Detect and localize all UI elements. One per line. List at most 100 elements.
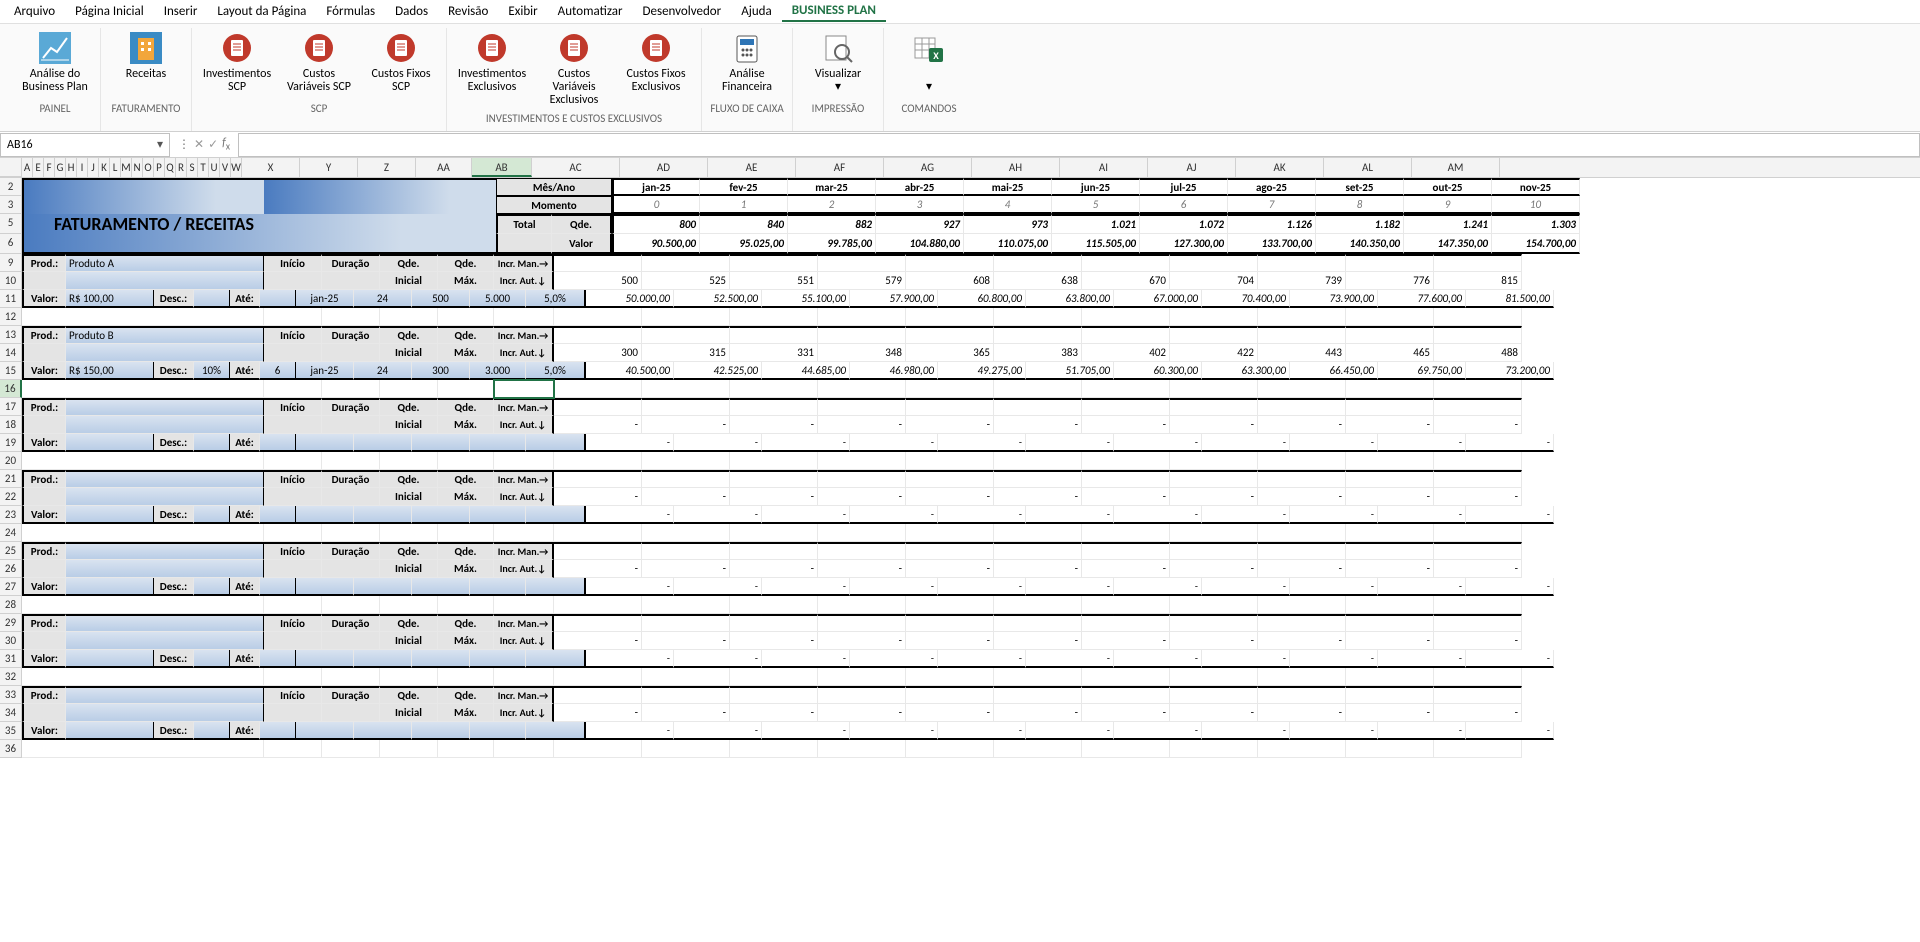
row-header-27[interactable]: 27 [0, 578, 22, 596]
cell-AE[interactable] [730, 740, 818, 758]
qty-cell[interactable]: - [554, 632, 642, 650]
valor-cell[interactable]: - [1202, 722, 1290, 740]
valor-cell[interactable]: - [1466, 434, 1554, 452]
cell-AH[interactable] [994, 686, 1082, 704]
incr-aut-input[interactable] [526, 578, 586, 596]
inicio-input[interactable] [296, 434, 354, 452]
cell-AH[interactable] [994, 308, 1082, 326]
row-header-24[interactable]: 24 [0, 524, 22, 542]
qde-inicial-input[interactable] [412, 650, 470, 668]
cell-AI[interactable] [1082, 740, 1170, 758]
cell-AF[interactable] [818, 452, 906, 470]
cell-AK[interactable] [1258, 686, 1346, 704]
valor-cell[interactable]: - [938, 434, 1026, 452]
cell-AH[interactable] [994, 398, 1082, 416]
valor-cell[interactable]: - [938, 578, 1026, 596]
valor-cell[interactable]: - [938, 650, 1026, 668]
product-name-cont[interactable] [66, 272, 264, 290]
blank[interactable] [22, 524, 264, 542]
col-header-K[interactable]: K [99, 158, 110, 177]
ribbon-btn-análise-financeira[interactable]: Análise Financeira [708, 28, 786, 100]
valor-cell[interactable]: - [1026, 650, 1114, 668]
valor-cell[interactable]: - [1290, 506, 1378, 524]
qty-cell[interactable]: - [994, 560, 1082, 578]
row-header-30[interactable]: 30 [0, 632, 22, 650]
cell-AE[interactable] [730, 542, 818, 560]
row-header-16[interactable]: 16 [0, 380, 22, 398]
cell-AD[interactable] [642, 470, 730, 488]
row-header-2[interactable]: 2 [0, 178, 22, 196]
menu-ajuda[interactable]: Ajuda [731, 2, 782, 21]
valor-cell[interactable]: 63.300,00 [1202, 362, 1290, 380]
row-header-26[interactable]: 26 [0, 560, 22, 578]
row-header-12[interactable]: 12 [0, 308, 22, 326]
product-name-input[interactable]: Produto A [66, 254, 264, 272]
qty-cell[interactable]: - [1258, 416, 1346, 434]
ribbon-btn-custos-fixos-exclusivos[interactable]: Custos Fixos Exclusivos [617, 28, 695, 110]
blank[interactable] [438, 596, 494, 614]
menu-desenvolvedor[interactable]: Desenvolvedor [633, 2, 732, 21]
qty-cell[interactable]: - [1082, 416, 1170, 434]
valor-cell[interactable]: 67.000,00 [1114, 290, 1202, 308]
cell-AK[interactable] [1258, 452, 1346, 470]
qty-cell[interactable]: 776 [1346, 272, 1434, 290]
qty-cell[interactable]: - [818, 560, 906, 578]
cell-AL[interactable] [1346, 470, 1434, 488]
col-header-P[interactable]: P [154, 158, 165, 177]
ribbon-btn-custos-fixos-scp[interactable]: Custos Fixos SCP [362, 28, 440, 100]
cell-AL[interactable] [1346, 452, 1434, 470]
qty-cell[interactable]: - [642, 488, 730, 506]
cell-AC[interactable] [554, 380, 642, 398]
cell-AK[interactable] [1258, 308, 1346, 326]
ribbon-btn-investimentos-exclusivos[interactable]: Investimentos Exclusivos [453, 28, 531, 110]
qde-inicial-input[interactable] [412, 578, 470, 596]
qty-cell[interactable]: 365 [906, 344, 994, 362]
cell-AC[interactable] [554, 470, 642, 488]
name-box[interactable]: AB16 ▾ [0, 133, 170, 157]
col-header-E[interactable]: E [33, 158, 44, 177]
selected-cell[interactable] [494, 380, 554, 398]
blank[interactable] [322, 524, 380, 542]
qde-inicial-input[interactable]: 300 [412, 362, 470, 380]
blank[interactable] [438, 452, 494, 470]
valor-cell[interactable]: - [938, 722, 1026, 740]
valor-cell[interactable]: - [850, 650, 938, 668]
valor-cell[interactable]: - [586, 434, 674, 452]
row-header-19[interactable]: 19 [0, 434, 22, 452]
valor-cell[interactable]: - [1026, 434, 1114, 452]
desc-input[interactable] [194, 434, 230, 452]
cell-AG[interactable] [906, 254, 994, 272]
blank[interactable] [380, 596, 438, 614]
duracao-input[interactable] [354, 722, 412, 740]
inicio-input[interactable] [296, 650, 354, 668]
qty-cell[interactable]: - [730, 560, 818, 578]
blank[interactable] [264, 452, 322, 470]
qde-max-input[interactable] [470, 578, 526, 596]
valor-cell[interactable]: 63.800,00 [1026, 290, 1114, 308]
inicio-input[interactable]: jan-25 [296, 362, 354, 380]
row-header-11[interactable]: 11 [0, 290, 22, 308]
cell-AK[interactable] [1258, 470, 1346, 488]
valor-cell[interactable]: - [586, 650, 674, 668]
blank[interactable] [380, 452, 438, 470]
desc-input[interactable] [194, 506, 230, 524]
cell-AD[interactable] [642, 668, 730, 686]
cell-AJ[interactable] [1170, 542, 1258, 560]
row-header-18[interactable]: 18 [0, 416, 22, 434]
cell-AM[interactable] [1434, 398, 1522, 416]
cell-AF[interactable] [818, 254, 906, 272]
valor-cell[interactable]: 81.500,00 [1466, 290, 1554, 308]
qty-cell[interactable]: 383 [994, 344, 1082, 362]
qty-cell[interactable]: - [818, 488, 906, 506]
cell-AH[interactable] [994, 380, 1082, 398]
valor-input[interactable] [66, 506, 154, 524]
valor-cell[interactable]: 60.300,00 [1114, 362, 1202, 380]
qty-cell[interactable]: - [1258, 560, 1346, 578]
qde-max-input[interactable]: 3.000 [470, 362, 526, 380]
cell-AJ[interactable] [1170, 470, 1258, 488]
valor-cell[interactable]: - [1114, 434, 1202, 452]
col-header-Z[interactable]: Z [358, 158, 416, 177]
cell-AL[interactable] [1346, 524, 1434, 542]
qty-cell[interactable]: - [1346, 560, 1434, 578]
spreadsheet-grid[interactable]: 2 Mês/Ano jan-25fev-25mar-25abr-25mai-25… [0, 178, 1920, 758]
